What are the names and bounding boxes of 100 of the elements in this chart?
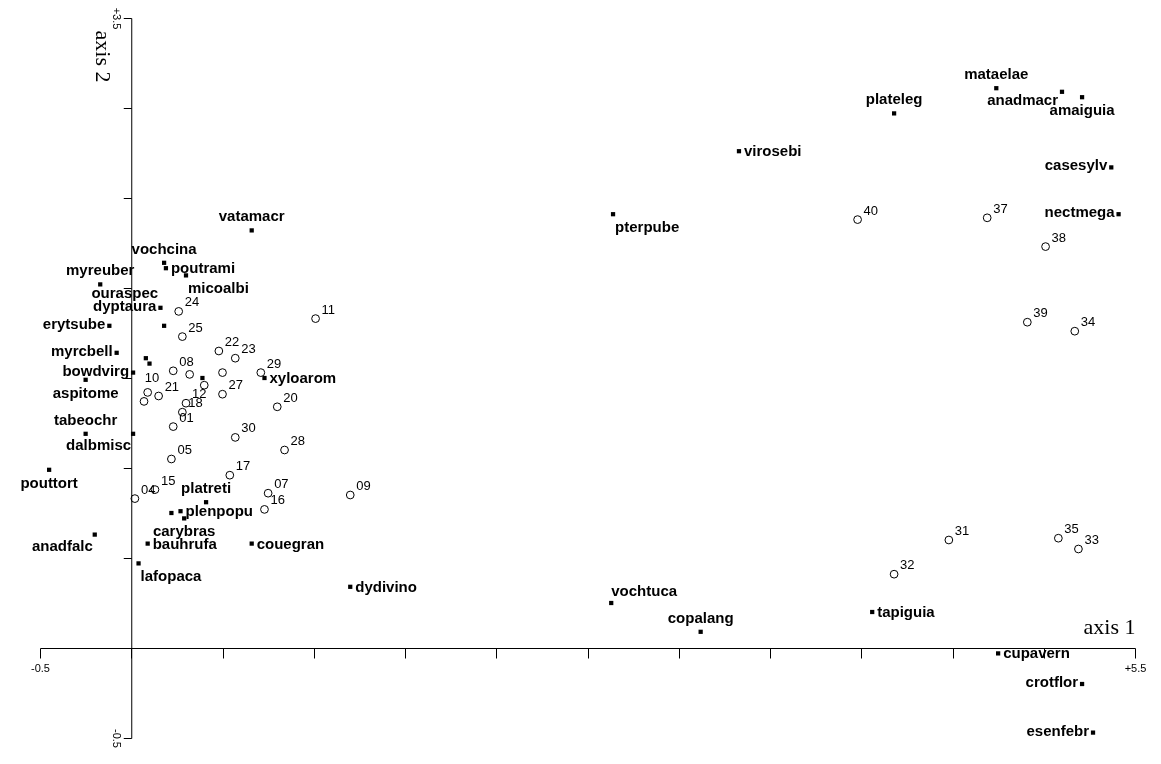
annotation: 37 — [993, 200, 1008, 216]
annotation: 25 — [188, 319, 203, 335]
point — [262, 375, 267, 381]
annotation: 09 — [356, 478, 371, 493]
point — [158, 305, 163, 310]
annotation: 34 — [1080, 314, 1096, 330]
annotation: 23 — [241, 341, 256, 357]
annotation: tabeochr — [53, 410, 118, 428]
annotation: pterpube — [615, 218, 680, 236]
annotation: 21 — [164, 379, 180, 394]
point — [996, 651, 1001, 656]
annotation: 38 — [1051, 229, 1067, 245]
annotation: plenpopu — [185, 502, 254, 520]
point — [218, 389, 227, 399]
annotation: 33 — [1084, 532, 1099, 547]
point — [1053, 533, 1063, 543]
annotation: 11 — [321, 301, 336, 317]
annotation: 31 — [954, 523, 970, 538]
point — [169, 510, 174, 516]
point — [130, 494, 140, 503]
annotation: tapiguia — [877, 603, 936, 620]
point — [214, 346, 224, 356]
point — [218, 368, 227, 377]
point — [1074, 544, 1083, 554]
annotation: vochtuca — [611, 582, 678, 599]
annotation: plateleg — [865, 90, 923, 108]
annotation: couegran — [256, 534, 325, 552]
annotation: anadfalc — [31, 536, 93, 554]
annotation: mataelae — [964, 65, 1029, 83]
point — [174, 307, 184, 316]
point — [260, 505, 269, 514]
point — [249, 228, 254, 233]
point — [167, 454, 176, 464]
point — [1070, 326, 1080, 336]
annotation: 35 — [1064, 521, 1079, 537]
point — [1022, 317, 1032, 327]
annotation: 04 — [140, 481, 156, 497]
point — [130, 370, 136, 375]
annotation: dydivino — [355, 577, 417, 595]
point — [147, 361, 152, 366]
annotation: 22 — [224, 334, 240, 349]
point — [280, 445, 289, 455]
x-tick-label: +5.5 — [1124, 661, 1147, 674]
point — [185, 370, 195, 379]
annotation: copalang — [667, 608, 734, 626]
point — [272, 402, 282, 412]
annotation: pouttort — [20, 473, 78, 491]
x-axis-title: axis 1 — [1083, 613, 1136, 639]
point — [92, 532, 97, 537]
point — [1116, 212, 1121, 217]
annotation: 01 — [179, 409, 194, 425]
annotation: nectmega — [1044, 203, 1116, 221]
annotation: lafopaca — [140, 567, 203, 585]
point — [1090, 730, 1096, 735]
annotation: 20 — [283, 389, 298, 405]
y-axis-title: axis 2 — [90, 30, 116, 83]
annotation: micoalbi — [188, 279, 249, 297]
point — [136, 561, 141, 566]
annotation: vatamacr — [218, 207, 285, 225]
point — [1109, 165, 1114, 170]
annotation: poutrami — [170, 259, 236, 277]
annotation: 08 — [179, 353, 194, 369]
point — [145, 541, 150, 546]
point — [199, 380, 209, 390]
annotation: aspitome — [52, 383, 119, 401]
point — [1041, 242, 1050, 251]
annotation: myrcbell — [50, 341, 113, 359]
annotation: esenfebr — [1026, 721, 1090, 739]
point — [230, 433, 240, 442]
annotation: 24 — [184, 294, 200, 310]
point — [944, 535, 954, 545]
annotation: 40 — [863, 202, 879, 218]
point — [889, 569, 899, 579]
point — [230, 353, 240, 363]
point — [263, 488, 273, 498]
point — [177, 332, 187, 341]
point — [168, 366, 178, 376]
annotation: 39 — [1033, 305, 1048, 321]
point — [168, 422, 178, 431]
annotation: casesylv — [1044, 156, 1108, 174]
annotation: 32 — [900, 557, 915, 573]
annotation: 28 — [290, 433, 306, 448]
annotation: 30 — [241, 420, 256, 436]
point — [256, 368, 266, 377]
annotation: 27 — [228, 377, 243, 393]
annotation: 05 — [177, 442, 192, 457]
point — [853, 215, 862, 224]
point — [345, 490, 355, 500]
point — [982, 213, 992, 223]
annotation: crotflor — [1025, 673, 1079, 690]
point — [311, 314, 320, 323]
annotation: 17 — [235, 458, 251, 474]
point — [891, 111, 897, 116]
annotation: 15 — [160, 472, 176, 488]
point — [139, 397, 149, 406]
annotation: 29 — [266, 355, 282, 371]
y-tick-label: +3.5 — [110, 7, 123, 30]
point — [225, 470, 235, 480]
point — [143, 388, 153, 397]
annotation: 07 — [274, 476, 289, 492]
